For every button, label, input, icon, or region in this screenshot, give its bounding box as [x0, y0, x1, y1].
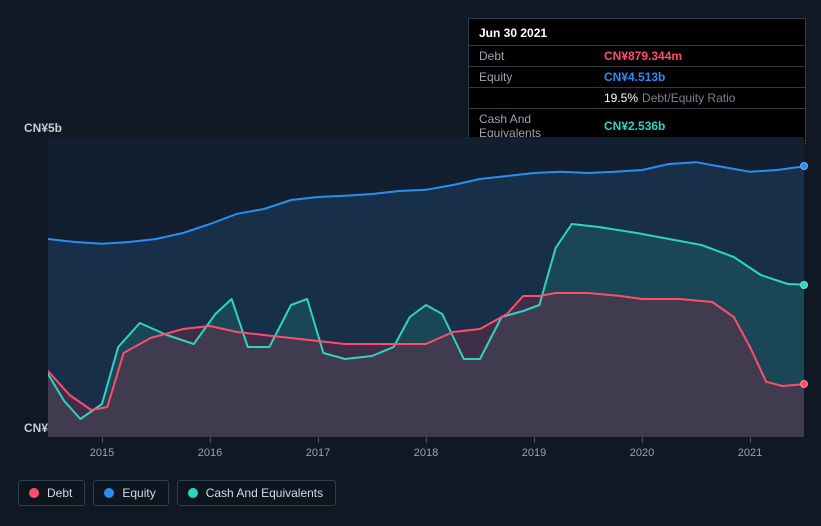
- chart-svg: [48, 137, 804, 437]
- x-tick-label: 2018: [414, 447, 438, 459]
- legend-item[interactable]: Cash And Equivalents: [177, 480, 336, 506]
- x-tick-label: 2021: [738, 447, 762, 459]
- x-tick-label: 2015: [90, 447, 114, 459]
- chart-root: Jun 30 2021 DebtCN¥879.344mEquityCN¥4.51…: [0, 0, 821, 526]
- x-tick-label: 2020: [630, 447, 654, 459]
- tooltip-table: DebtCN¥879.344mEquityCN¥4.513b19.5%Debt/…: [469, 45, 805, 143]
- chart-legend: Debt Equity Cash And Equivalents: [18, 480, 336, 506]
- x-tick-label: 2019: [522, 447, 546, 459]
- x-axis-ticks: [48, 437, 804, 443]
- x-tick-label: 2016: [198, 447, 222, 459]
- legend-item[interactable]: Equity: [93, 480, 168, 506]
- legend-label: Cash And Equivalents: [206, 486, 323, 500]
- tooltip-row-label: Debt: [469, 46, 594, 67]
- tooltip-row-suffix: Debt/Equity Ratio: [642, 91, 735, 105]
- legend-label: Equity: [122, 486, 155, 500]
- legend-item[interactable]: Debt: [18, 480, 85, 506]
- legend-swatch: [188, 488, 198, 498]
- x-tick-label: 2017: [306, 447, 330, 459]
- debt-end-marker: [800, 380, 808, 388]
- tooltip-row-value: 19.5%Debt/Equity Ratio: [594, 88, 805, 109]
- tooltip-row-label: [469, 88, 594, 109]
- x-axis-labels: 2015 2016 2017 2018 2019 2020 2021: [48, 447, 804, 463]
- tooltip-row-value: CN¥879.344m: [594, 46, 805, 67]
- tooltip-row-value: CN¥4.513b: [594, 67, 805, 88]
- legend-swatch: [29, 488, 39, 498]
- cash-end-marker: [800, 281, 808, 289]
- legend-label: Debt: [47, 486, 72, 500]
- y-axis-max-label: CN¥5b: [24, 121, 62, 135]
- chart-plot-area[interactable]: [48, 137, 804, 437]
- tooltip-date: Jun 30 2021: [469, 23, 805, 45]
- tooltip-row-label: Equity: [469, 67, 594, 88]
- tooltip-panel: Jun 30 2021 DebtCN¥879.344mEquityCN¥4.51…: [468, 18, 806, 144]
- equity-end-marker: [800, 162, 808, 170]
- legend-swatch: [104, 488, 114, 498]
